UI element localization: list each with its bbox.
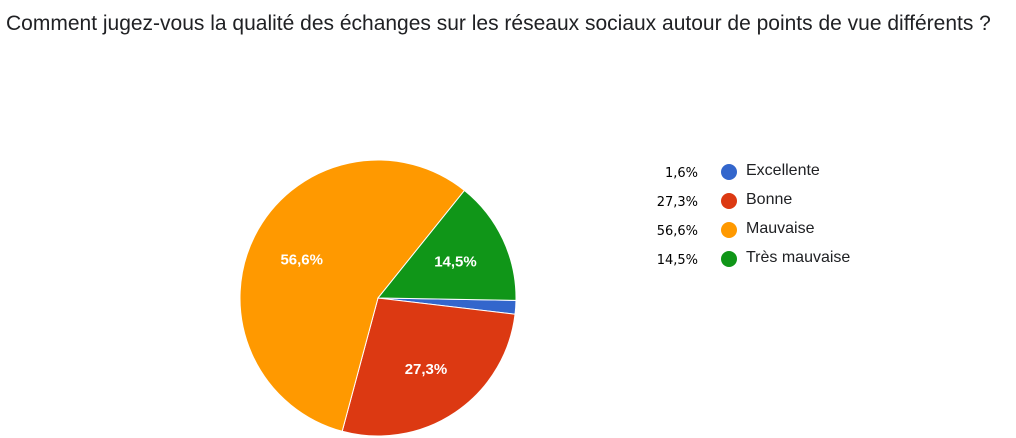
legend-percent: 1,6%: [664, 166, 698, 181]
slice-label-mauvaise: 56,6%: [280, 251, 323, 268]
question-title: Comment jugez-vous la qualité des échang…: [6, 12, 991, 35]
legend-percent: 14,5%: [656, 253, 698, 268]
legend-item-mauvaise[interactable]: 56,6% Mauvaise: [640, 218, 900, 247]
pie-slice-tres-mauvaise[interactable]: [376, 189, 517, 301]
legend-item-tres-mauvaise[interactable]: 14,5% Très mauvaise: [640, 247, 900, 276]
pie-slice-bonne[interactable]: [341, 297, 516, 437]
legend-item-excellente[interactable]: 1,6% Excellente: [640, 160, 900, 189]
legend-label: Excellente: [746, 162, 820, 179]
legend-marker: [721, 222, 737, 238]
legend-label: Très mauvaise: [746, 249, 851, 266]
legend-label: Mauvaise: [746, 220, 815, 237]
pie-slices: [239, 159, 517, 437]
pie-slice-labels: 27,3% 56,6% 14,5%: [280, 251, 476, 378]
slice-label-tres-mauvaise: 14,5%: [434, 254, 477, 271]
legend-item-bonne[interactable]: 27,3% Bonne: [640, 189, 900, 218]
chart-legend: 1,6% Excellente 27,3% Bonne 56,6% Mauvai…: [640, 160, 900, 276]
pie-slice-mauvaise[interactable]: [239, 159, 466, 432]
slice-label-bonne: 27,3%: [405, 361, 448, 378]
legend-marker: [721, 251, 737, 267]
legend-marker: [721, 193, 737, 209]
legend-marker: [721, 164, 737, 180]
legend-label: Bonne: [746, 191, 793, 208]
legend-percent: 56,6%: [656, 224, 698, 239]
legend-percent: 27,3%: [656, 195, 698, 210]
